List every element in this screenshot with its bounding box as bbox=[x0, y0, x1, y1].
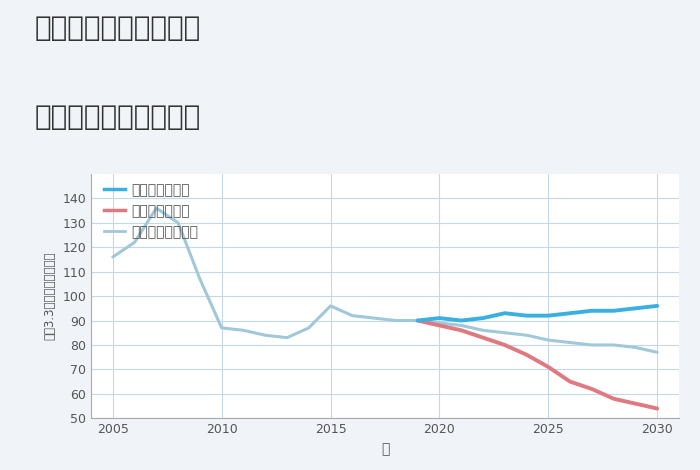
Legend: グッドシナリオ, バッドシナリオ, ノーマルシナリオ: グッドシナリオ, バッドシナリオ, ノーマルシナリオ bbox=[104, 183, 199, 239]
Text: 奈良県生駒市東生駒の: 奈良県生駒市東生駒の bbox=[35, 14, 202, 42]
Text: 中古戸建ての価格推移: 中古戸建ての価格推移 bbox=[35, 103, 202, 132]
Y-axis label: 坪（3.3㎡）単価（万円）: 坪（3.3㎡）単価（万円） bbox=[43, 252, 57, 340]
X-axis label: 年: 年 bbox=[381, 442, 389, 456]
